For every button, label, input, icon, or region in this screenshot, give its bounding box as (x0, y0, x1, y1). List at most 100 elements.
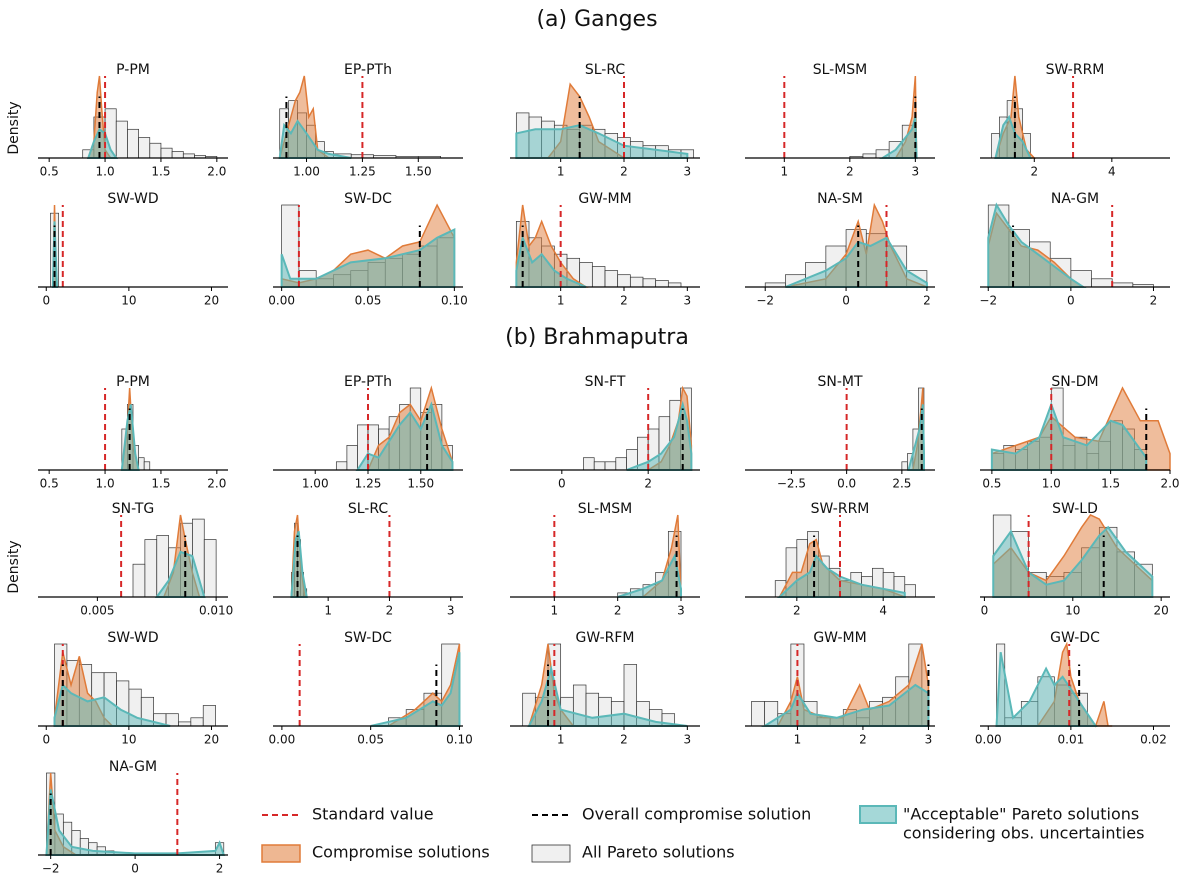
y-axis-label: Density (6, 101, 22, 154)
panel: P-PM 0.5 1.0 1.5 2.0 (38, 374, 228, 491)
x-tick-label: 0 (842, 294, 850, 308)
pareto-bar (615, 457, 627, 471)
x-tick-label: 2.0 (207, 165, 226, 179)
x-tick-label: 0.010 (199, 604, 233, 618)
panel-title: NA-SM (817, 191, 863, 207)
panel-title: GW-MM (578, 191, 631, 207)
pareto-bar (591, 266, 606, 288)
legend-pareto-swatch (531, 844, 571, 863)
panel: SW-DC 0.00 0.05 0.10 (268, 191, 467, 308)
x-tick-label: 1.5 (1101, 477, 1120, 491)
panel: SL-RC 1 2 3 (273, 501, 463, 618)
acceptable-density (515, 234, 587, 288)
pareto-bar (202, 705, 216, 727)
panel-title: SN-DM (1051, 374, 1098, 390)
x-tick-label: 2.5 (892, 477, 911, 491)
panel: SW-RRM 2 4 (745, 501, 935, 618)
x-tick-label: 1 (557, 165, 565, 179)
pareto-bar (138, 137, 151, 159)
panel: SN-TG 0.005 0.010 (38, 501, 233, 618)
pareto-bar (144, 539, 158, 598)
panel-title: SW-WD (107, 630, 158, 646)
pareto-bar (764, 282, 786, 288)
panel: SW-WD 0 10 20 (38, 630, 228, 747)
panel-title: SL-MSM (813, 62, 868, 78)
pareto-bar (203, 539, 217, 598)
x-tick-label: 0 (131, 862, 139, 874)
panel-title: NA-GM (1051, 191, 1099, 207)
x-tick-label: 2 (620, 294, 628, 308)
panel: SN-FT 0 2 (510, 374, 700, 491)
panel: SW-RRM 2 4 (980, 62, 1170, 179)
x-tick-label: 2 (620, 733, 628, 747)
x-tick-label: 2 (793, 604, 801, 618)
panel-title: GW-DC (1050, 630, 1100, 646)
panel: GW-RFM 1 2 3 (510, 630, 700, 747)
x-tick-label: 0.5 (40, 165, 59, 179)
x-tick-label: 2 (859, 733, 867, 747)
panel-title: SW-WD (107, 191, 158, 207)
x-tick-label: 3 (684, 294, 692, 308)
panel: NA-GM −2 0 2 (979, 191, 1170, 308)
acceptable-density (987, 202, 1087, 288)
acceptable-density (355, 401, 454, 471)
x-tick-label: 1 (780, 165, 788, 179)
x-tick-label: 1 (557, 294, 565, 308)
pareto-bar (583, 457, 595, 471)
x-tick-label: 1.00 (302, 477, 329, 491)
pareto-bar (138, 457, 145, 471)
panel-title: SW-RRM (1046, 62, 1105, 78)
panel-title: EP-PTh (344, 374, 392, 390)
pareto-bar (862, 153, 877, 159)
x-tick-label: 3 (912, 165, 920, 179)
x-tick-label: 0.00 (269, 733, 296, 747)
x-tick-label: 1.50 (405, 165, 432, 179)
x-tick-label: 0.05 (355, 294, 382, 308)
x-tick-label: 2 (846, 165, 854, 179)
pareto-bar (178, 721, 192, 727)
x-tick-label: 1.25 (355, 477, 382, 491)
x-tick-label: 4 (1108, 165, 1116, 179)
panel-title: SN-FT (585, 374, 626, 390)
x-tick-label: 0.05 (357, 733, 384, 747)
pareto-bar (115, 120, 128, 159)
x-tick-label: 2 (644, 477, 652, 491)
section-title: (a) Ganges (536, 7, 657, 32)
x-tick-label: 1.5 (151, 477, 170, 491)
pareto-bar (617, 274, 631, 288)
panel-title: SN-MT (817, 374, 862, 390)
acceptable-density (785, 236, 928, 288)
pareto-bar (171, 151, 184, 159)
x-tick-label: 0.01 (1058, 733, 1085, 747)
x-tick-label: 2.0 (1160, 477, 1179, 491)
pareto-bar (160, 147, 173, 159)
x-tick-label: 2.0 (207, 477, 226, 491)
x-tick-label: 1.25 (349, 165, 376, 179)
pareto-bar (346, 445, 358, 471)
panel: GW-MM 1 2 3 (745, 630, 935, 747)
x-tick-label: 1.0 (96, 477, 115, 491)
x-tick-label: 3 (684, 165, 692, 179)
x-tick-label: −2 (42, 862, 60, 874)
x-tick-label: 0 (1067, 294, 1075, 308)
pareto-bar (335, 461, 348, 471)
x-tick-label: 0.5 (40, 477, 59, 491)
pareto-bar (143, 461, 151, 471)
acceptable-density (280, 228, 456, 288)
x-tick-label: 4 (879, 604, 887, 618)
x-tick-label: 0 (42, 294, 50, 308)
pareto-bar (182, 153, 195, 159)
y-axis-label: Density (6, 540, 22, 593)
x-tick-label: 1 (794, 733, 802, 747)
x-tick-label: 1.50 (407, 477, 434, 491)
x-tick-label: 0.00 (268, 294, 295, 308)
x-tick-label: 0.10 (441, 294, 468, 308)
x-tick-label: 20 (204, 733, 219, 747)
x-tick-label: 2 (620, 165, 628, 179)
x-tick-label: 10 (1065, 604, 1080, 618)
panel-title: SL-MSM (578, 501, 633, 517)
acceptable-density (617, 552, 682, 598)
x-tick-label: 0.5 (982, 477, 1001, 491)
x-tick-label: 20 (1154, 604, 1169, 618)
